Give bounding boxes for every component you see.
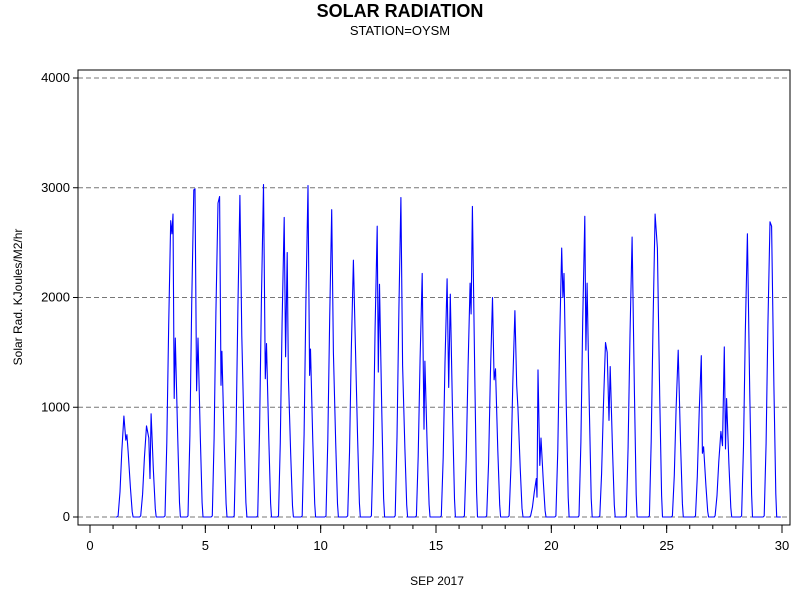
x-tick-label: 20 (544, 538, 558, 553)
chart-subtitle: STATION=OYSM (350, 23, 450, 38)
y-tick-label: 1000 (41, 399, 70, 414)
y-tick-label: 4000 (41, 70, 70, 85)
x-tick-label: 5 (202, 538, 209, 553)
y-tick-label: 3000 (41, 180, 70, 195)
x-tick-label: 15 (429, 538, 443, 553)
y-axis: 0 1000 2000 3000 4000 (41, 70, 78, 524)
x-tick-label: 25 (659, 538, 673, 553)
x-tick-label: 10 (313, 538, 327, 553)
y-tick-label: 2000 (41, 290, 70, 305)
gridlines (78, 77, 790, 518)
chart-title: SOLAR RADIATION (317, 1, 484, 21)
y-tick-label: 0 (63, 509, 70, 524)
solar-radiation-line (115, 183, 781, 518)
x-axis: 0 5 10 15 20 25 30 (86, 525, 789, 553)
x-tick-label: 30 (775, 538, 789, 553)
x-tick-label: 0 (86, 538, 93, 553)
y-axis-label: Solar Rad. KJoules/M2/hr (11, 229, 25, 366)
x-axis-label: SEP 2017 (410, 574, 464, 588)
series-group (115, 183, 781, 518)
